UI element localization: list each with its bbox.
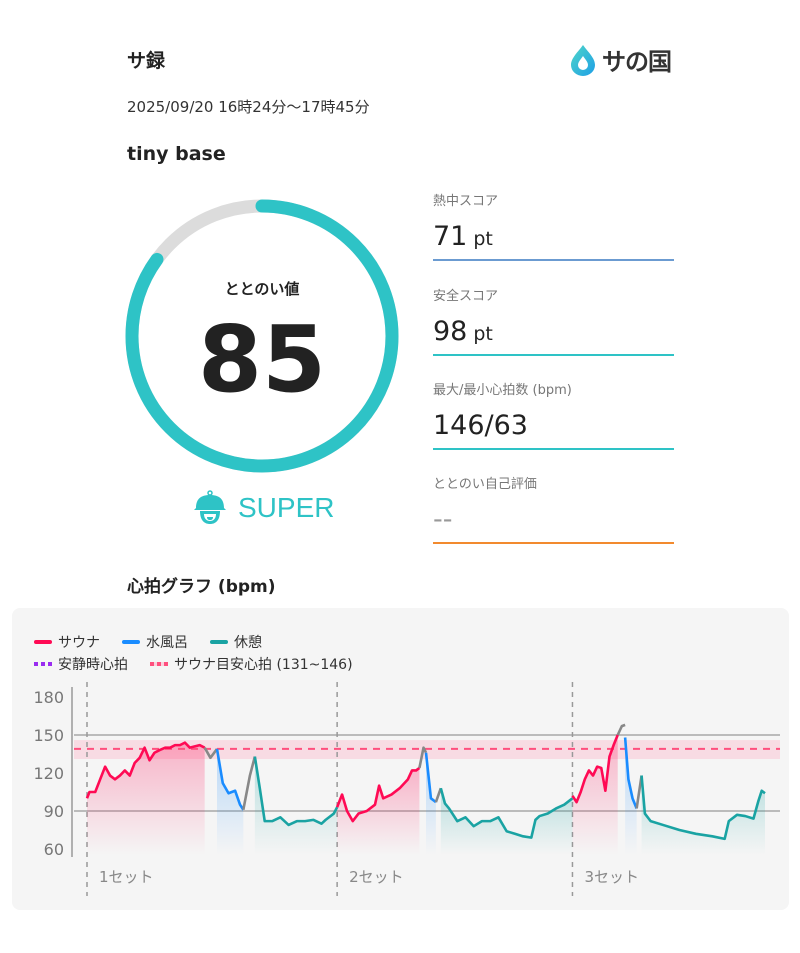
line-sauna bbox=[571, 734, 619, 804]
chart-title: 心拍グラフ (bpm) bbox=[127, 577, 276, 597]
legend-row-1: サウナ 水風呂 休憩 bbox=[34, 632, 262, 652]
metric-underline bbox=[433, 542, 674, 544]
facility-name: tiny base bbox=[127, 143, 226, 165]
gauge-value: 85 bbox=[197, 306, 327, 413]
set-marker-label: 1セット bbox=[99, 868, 154, 886]
line-other bbox=[203, 747, 219, 760]
area-other bbox=[204, 747, 218, 855]
y-tick-label: 60 bbox=[44, 840, 64, 859]
gauge-fill bbox=[125, 199, 399, 473]
session-datetime: 2025/09/20 16時24分〜17時45分 bbox=[127, 98, 370, 116]
metric-unit: pt bbox=[473, 228, 493, 250]
sauna-hat-icon bbox=[194, 490, 226, 524]
metric-label: 熱中スコア bbox=[433, 194, 499, 209]
legend-water: 水風呂 bbox=[122, 632, 188, 652]
metric-value: -- bbox=[433, 504, 453, 535]
line-water bbox=[424, 752, 437, 804]
metric-heart-rate-range: 最大/最小心拍数 (bpm) 146/63 bbox=[433, 379, 674, 450]
area-other bbox=[636, 775, 642, 855]
metric-label: 安全スコア bbox=[433, 289, 499, 304]
line-sauna bbox=[335, 766, 421, 823]
y-tick-label: 150 bbox=[33, 726, 64, 745]
line-other bbox=[434, 787, 443, 803]
line-water bbox=[215, 748, 245, 811]
line-water bbox=[623, 737, 638, 809]
set-marker-label: 3セット bbox=[584, 868, 639, 886]
line-rest bbox=[439, 787, 574, 839]
area-sauna bbox=[87, 742, 205, 855]
brand-logo: サの国 bbox=[570, 42, 672, 77]
heart-rate-chart: サウナ 水風呂 休憩 安静時心拍 サウナ目安心拍 (131~146) 180 15… bbox=[12, 608, 789, 910]
area-other bbox=[243, 756, 255, 855]
legend-row-2: 安静時心拍 サウナ目安心拍 (131~146) bbox=[34, 654, 353, 674]
metric-value: 71 bbox=[433, 221, 468, 252]
metric-underline bbox=[433, 259, 674, 261]
y-tick-label: 180 bbox=[33, 688, 64, 707]
gauge-label: ととのい値 bbox=[224, 280, 300, 298]
area-other bbox=[435, 788, 441, 855]
metric-heat-score: 熱中スコア 71 pt bbox=[433, 190, 674, 261]
line-other bbox=[242, 756, 257, 810]
set-marker-label: 2セット bbox=[349, 868, 404, 886]
area-other bbox=[617, 724, 626, 855]
metric-value: 146/63 bbox=[433, 410, 528, 441]
legend-resting-hr: 安静時心拍 bbox=[34, 654, 128, 674]
metric-underline bbox=[433, 354, 674, 356]
metric-self-rating: ととのい自己評価 -- bbox=[433, 473, 674, 544]
legend-target-hr: サウナ目安心拍 (131~146) bbox=[150, 654, 353, 674]
water-drop-icon bbox=[571, 44, 595, 76]
area-water bbox=[217, 748, 244, 855]
line-sauna bbox=[85, 741, 206, 799]
line-other bbox=[616, 723, 626, 736]
metric-unit: pt bbox=[473, 323, 493, 345]
area-rest bbox=[254, 756, 338, 855]
page-title: サ録 bbox=[127, 50, 166, 72]
metric-label: ととのい自己評価 bbox=[433, 477, 537, 492]
y-tick-label: 90 bbox=[44, 802, 64, 821]
y-tick-label: 120 bbox=[33, 764, 64, 783]
area-rest bbox=[440, 788, 573, 855]
metric-value: 98 bbox=[433, 316, 468, 347]
totonoi-gauge bbox=[125, 199, 399, 473]
line-rest bbox=[253, 756, 339, 827]
area-other bbox=[419, 747, 426, 855]
line-rest bbox=[640, 775, 766, 841]
logo-text: サの国 bbox=[602, 48, 672, 76]
metric-underline bbox=[433, 448, 674, 450]
legend-rest: 休憩 bbox=[210, 632, 262, 652]
metric-label: 最大/最小心拍数 (bpm) bbox=[433, 383, 572, 398]
rank-badge: SUPER bbox=[192, 490, 334, 526]
line-other bbox=[418, 746, 428, 769]
rank-label: SUPER bbox=[238, 492, 335, 523]
legend-sauna: サウナ bbox=[34, 632, 100, 652]
area-rest bbox=[641, 775, 765, 855]
heart-rate-plot: 180 150 120 90 60 1セット 2セット 3セット bbox=[33, 682, 780, 896]
area-sauna bbox=[572, 735, 618, 855]
metric-safety-score: 安全スコア 98 pt bbox=[433, 285, 674, 356]
